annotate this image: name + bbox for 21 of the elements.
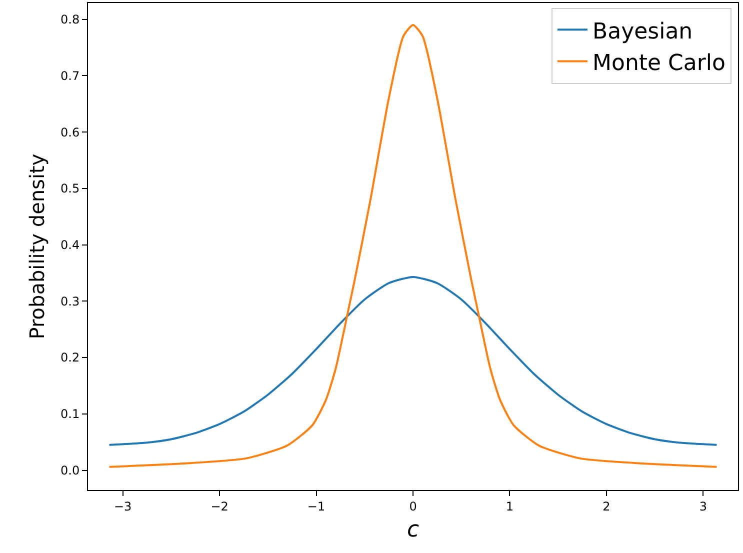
y-tick-label: 0.1 bbox=[60, 407, 80, 422]
x-tick-label: −2 bbox=[210, 499, 228, 514]
line-series bbox=[108, 276, 718, 446]
y-tick-label: 0.2 bbox=[60, 350, 80, 365]
x-tick-label: 0 bbox=[409, 499, 417, 514]
x-tick-label: −1 bbox=[307, 499, 326, 514]
y-axis-title: Probability density bbox=[25, 154, 50, 340]
x-tick-label: 3 bbox=[699, 499, 707, 514]
y-tick-label: 0.5 bbox=[60, 182, 80, 196]
y-tick-label: 0.4 bbox=[60, 238, 80, 252]
legend-label: Monte Carlo bbox=[592, 50, 726, 76]
y-tick-label: 0.0 bbox=[60, 463, 80, 478]
x-axis-title: c bbox=[406, 517, 420, 542]
x-tick-label: −3 bbox=[114, 499, 132, 514]
x-tick-label: 1 bbox=[506, 499, 514, 514]
y-tick-label: 0.6 bbox=[60, 125, 80, 140]
x-tick-label: 2 bbox=[602, 499, 610, 514]
y-tick-label: 0.8 bbox=[60, 12, 80, 27]
legend-label: Bayesian bbox=[592, 19, 693, 44]
y-tick-label: 0.7 bbox=[60, 68, 80, 83]
y-tick-label: 0.3 bbox=[60, 294, 80, 308]
